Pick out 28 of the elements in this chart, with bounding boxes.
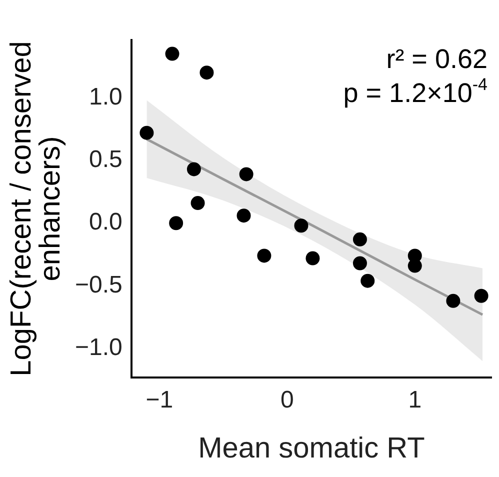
point: [165, 46, 180, 61]
point: [200, 66, 214, 80]
point: [294, 218, 308, 233]
point: [140, 126, 154, 140]
y-tick-label: −1.0: [74, 334, 122, 362]
point: [186, 162, 201, 176]
point: [257, 248, 272, 263]
point: [236, 208, 251, 223]
point: [474, 288, 488, 303]
point: [352, 232, 367, 246]
x-tick-label: 1: [408, 386, 422, 414]
y-axis-title: LogFC(recent / conserved enhancers): [6, 41, 66, 376]
y-tick-label: 0.5: [89, 146, 122, 174]
x-axis-title: Mean somatic RT: [198, 432, 426, 465]
point: [360, 274, 375, 288]
point: [239, 167, 254, 182]
point: [190, 196, 205, 210]
x-tick-label: 0: [280, 386, 294, 414]
point: [408, 258, 422, 273]
y-tick-label: 1.0: [89, 83, 122, 110]
y-tick-label: 0.0: [89, 208, 122, 236]
point: [446, 294, 460, 308]
annotation: r² = 0.62: [386, 44, 488, 74]
point: [352, 256, 367, 270]
y-tick-label: −0.5: [74, 271, 122, 298]
point: [306, 251, 320, 266]
point: [169, 216, 184, 230]
x-tick-label: −1: [146, 386, 174, 414]
